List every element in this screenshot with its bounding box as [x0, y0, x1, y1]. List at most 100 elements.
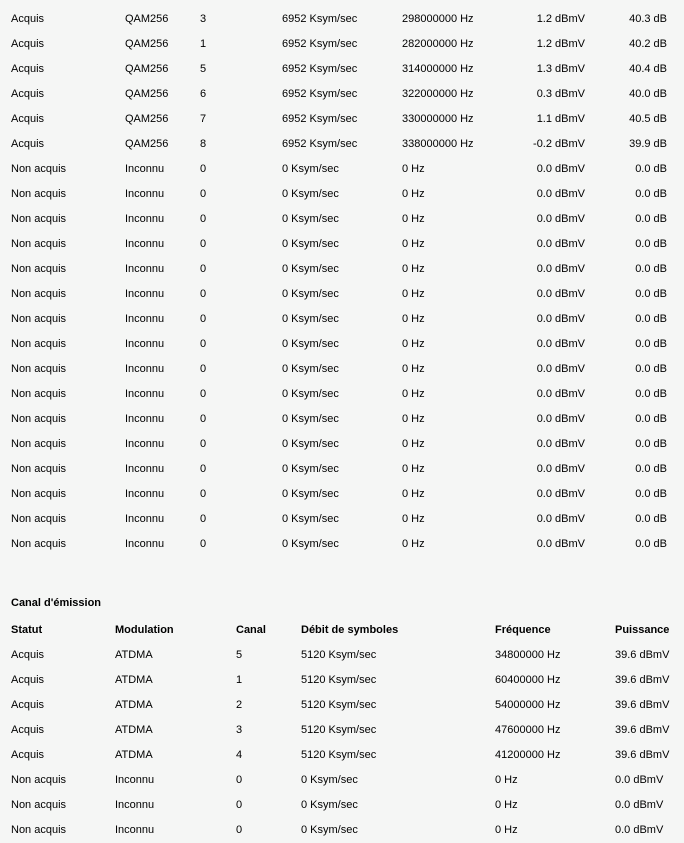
puissance-cell: 1.1 dBmV [536, 112, 585, 125]
statut-cell: Acquis [11, 137, 45, 150]
puissance-cell: 0.0 dBmV [536, 312, 585, 325]
modulation-cell: Inconnu [125, 387, 165, 400]
canal-cell: 0 [200, 412, 207, 425]
rapport-signal-bruit-cell: 0.0 dB [635, 537, 667, 550]
statut-cell: Acquis [11, 12, 45, 25]
table-row: Non acquis Inconnu 0 0 Ksym/sec 0 Hz 0.0 dBmV… [0, 206, 684, 231]
table-row: Non acquis Inconnu 0 0 Ksym/sec 0 Hz 0.0 dBmV… [0, 506, 684, 531]
debit-de-symboles-cell: 0 Ksym/sec [282, 237, 339, 250]
debit-de-symboles-cell: 5120 Ksym/sec [301, 673, 377, 686]
frequence-cell: 0 Hz [402, 262, 425, 275]
puissance-cell: 0.0 dBmV [536, 187, 585, 200]
frequence-cell: 282000000 Hz [402, 37, 474, 50]
frequence-cell: 0 Hz [402, 412, 425, 425]
frequence-cell: 0 Hz [402, 212, 425, 225]
debit-de-symboles-cell: 0 Ksym/sec [282, 412, 339, 425]
table-row: Non acquis Inconnu 0 0 Ksym/sec 0 Hz 0.0 dBmV… [0, 456, 684, 481]
puissance-cell: 0.0 dBmV [536, 212, 585, 225]
reception-channel-table: Acquis QAM256 3 6952 Ksym/sec 298000000 Hz 1.… [0, 6, 684, 556]
rapport-signal-bruit-cell: 40.2 dB [629, 37, 667, 50]
canal-cell: 8 [200, 137, 207, 150]
statut-cell: Non acquis [11, 437, 67, 450]
statut-cell: Acquis [11, 673, 45, 686]
debit-de-symboles-cell: 0 Ksym/sec [282, 362, 339, 375]
rapport-signal-bruit-cell: 0.0 dB [635, 312, 667, 325]
debit-de-symboles-cell: 0 Ksym/sec [282, 512, 339, 525]
frequence-cell: 0 Hz [402, 312, 425, 325]
frequence-cell: 298000000 Hz [402, 12, 474, 25]
puissance-cell: 0.0 dBmV [536, 287, 585, 300]
canal-cell: 0 [200, 237, 207, 250]
debit-de-symboles-cell: 0 Ksym/sec [282, 162, 339, 175]
canal-cell: 0 [200, 312, 207, 325]
modulation-cell: Inconnu [125, 412, 165, 425]
modulation-cell: Inconnu [125, 362, 165, 375]
statut-cell: Non acquis [11, 798, 67, 811]
canal-cell: 5 [236, 648, 243, 661]
puissance-cell: 1.2 dBmV [536, 12, 585, 25]
statut-cell: Acquis [11, 648, 45, 661]
table-row: Acquis ATDMA 4 5120 Ksym/sec 41200000 Hz 39.6… [0, 742, 684, 767]
puissance-cell: 0.0 dBmV [536, 362, 585, 375]
puissance-cell: 0.0 dBmV [536, 487, 585, 500]
modulation-cell: Inconnu [115, 823, 155, 836]
rapport-signal-bruit-cell: 40.3 dB [629, 12, 667, 25]
canal-cell: 0 [200, 437, 207, 450]
table-row: Non acquis Inconnu 0 0 Ksym/sec 0 Hz 0.0 dBmV… [0, 406, 684, 431]
statut-cell: Acquis [11, 87, 45, 100]
table-row: Acquis QAM256 6 6952 Ksym/sec 322000000 Hz 0.… [0, 81, 684, 106]
puissance-cell: 0.0 dBmV [536, 512, 585, 525]
canal-cell: 0 [200, 287, 207, 300]
debit-de-symboles-cell: 0 Ksym/sec [282, 462, 339, 475]
canal-cell: 0 [200, 337, 207, 350]
modulation-cell: ATDMA [115, 648, 153, 661]
puissance-cell: 39.6 dBmV [615, 723, 670, 736]
rapport-signal-bruit-cell: 0.0 dB [635, 487, 667, 500]
debit-de-symboles-cell: 0 Ksym/sec [282, 387, 339, 400]
puissance-cell: 39.6 dBmV [615, 698, 670, 711]
puissance-cell: 0.0 dBmV [615, 798, 664, 811]
canal-cell: 3 [236, 723, 243, 736]
canal-cell: 2 [236, 698, 243, 711]
canal-cell: 0 [200, 462, 207, 475]
frequence-cell: 0 Hz [402, 187, 425, 200]
table-row: Acquis ATDMA 1 5120 Ksym/sec 60400000 Hz 39.6… [0, 667, 684, 692]
statut-cell: Non acquis [11, 162, 67, 175]
rapport-signal-bruit-cell: 0.0 dB [635, 237, 667, 250]
table-row: Acquis QAM256 8 6952 Ksym/sec 338000000 Hz -0… [0, 131, 684, 156]
frequence-cell: 0 Hz [402, 387, 425, 400]
header-debit-de-symboles: Débit de symboles [301, 623, 399, 636]
modulation-cell: QAM256 [125, 87, 169, 100]
frequence-cell: 54000000 Hz [495, 698, 561, 711]
statut-cell: Non acquis [11, 487, 67, 500]
puissance-cell: 0.0 dBmV [536, 537, 585, 550]
statut-cell: Non acquis [11, 512, 67, 525]
puissance-cell: 0.0 dBmV [536, 262, 585, 275]
statut-cell: Acquis [11, 112, 45, 125]
debit-de-symboles-cell: 6952 Ksym/sec [282, 87, 358, 100]
table-row: Non acquis Inconnu 0 0 Ksym/sec 0 Hz 0.0 dBmV… [0, 381, 684, 406]
table-row: Acquis ATDMA 5 5120 Ksym/sec 34800000 Hz 39.6… [0, 642, 684, 667]
puissance-cell: 0.0 dBmV [615, 773, 664, 786]
frequence-cell: 0 Hz [402, 512, 425, 525]
puissance-cell: 0.0 dBmV [536, 387, 585, 400]
modulation-cell: Inconnu [115, 773, 155, 786]
modulation-cell: ATDMA [115, 698, 153, 711]
emission-header-row: Statut Modulation Canal Débit de symbole… [0, 617, 684, 642]
statut-cell: Non acquis [11, 237, 67, 250]
debit-de-symboles-cell: 0 Ksym/sec [282, 312, 339, 325]
table-row: Non acquis Inconnu 0 0 Ksym/sec 0 Hz 0.0 dBmV… [0, 181, 684, 206]
table-row: Non acquis Inconnu 0 0 Ksym/sec 0 Hz 0.0 dBmV… [0, 256, 684, 281]
frequence-cell: 0 Hz [402, 287, 425, 300]
canal-cell: 1 [236, 673, 243, 686]
puissance-cell: 0.0 dBmV [536, 437, 585, 450]
table-row: Non acquis Inconnu 0 0 Ksym/sec 0 Hz 0.0 dBmV… [0, 431, 684, 456]
frequence-cell: 60400000 Hz [495, 673, 561, 686]
modulation-cell: QAM256 [125, 62, 169, 75]
modulation-cell: Inconnu [125, 337, 165, 350]
modulation-cell: Inconnu [125, 262, 165, 275]
debit-de-symboles-cell: 0 Ksym/sec [301, 773, 358, 786]
modulation-cell: QAM256 [125, 137, 169, 150]
table-row: Acquis QAM256 1 6952 Ksym/sec 282000000 Hz 1.… [0, 31, 684, 56]
debit-de-symboles-cell: 0 Ksym/sec [282, 537, 339, 550]
